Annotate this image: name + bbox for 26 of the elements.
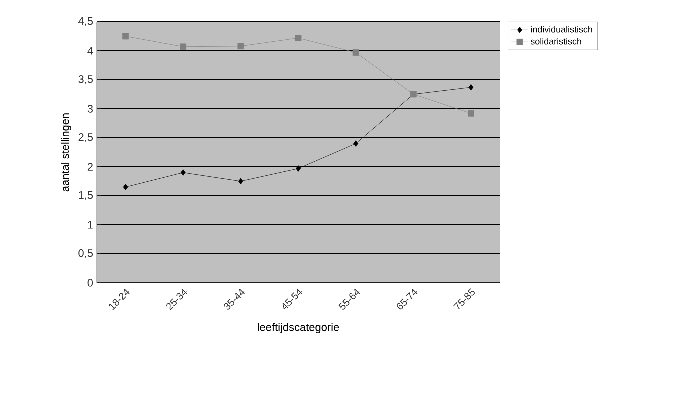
point	[468, 84, 474, 91]
y-tick-label: 2	[88, 163, 93, 171]
y-axis-title: aantal stellingen	[61, 114, 72, 192]
legend-label: solidaristisch	[530, 38, 582, 45]
y-tick-label: 3	[88, 105, 93, 113]
point	[122, 33, 129, 40]
y-tick-label: 1,5	[79, 192, 94, 200]
point	[180, 44, 187, 50]
point	[296, 166, 301, 172]
y-tick-label: 1	[88, 221, 93, 229]
y-tick-label: 3,5	[78, 75, 94, 85]
y-tick-label: 0,5	[78, 249, 94, 259]
y-tick-label: 4	[88, 47, 94, 55]
point	[180, 170, 186, 176]
point	[238, 178, 244, 185]
y-tick-label: 0	[88, 279, 94, 287]
x-axis-title: leeftijdscategorie	[258, 323, 340, 334]
point	[354, 140, 359, 147]
point	[295, 35, 302, 42]
legend-label: individualistisch	[531, 26, 592, 33]
y-tick-label: 2,5	[78, 133, 94, 143]
y-tick-label: 4,5	[78, 18, 94, 26]
point	[468, 110, 474, 117]
point	[123, 184, 128, 190]
point	[238, 43, 244, 50]
point	[352, 50, 360, 56]
